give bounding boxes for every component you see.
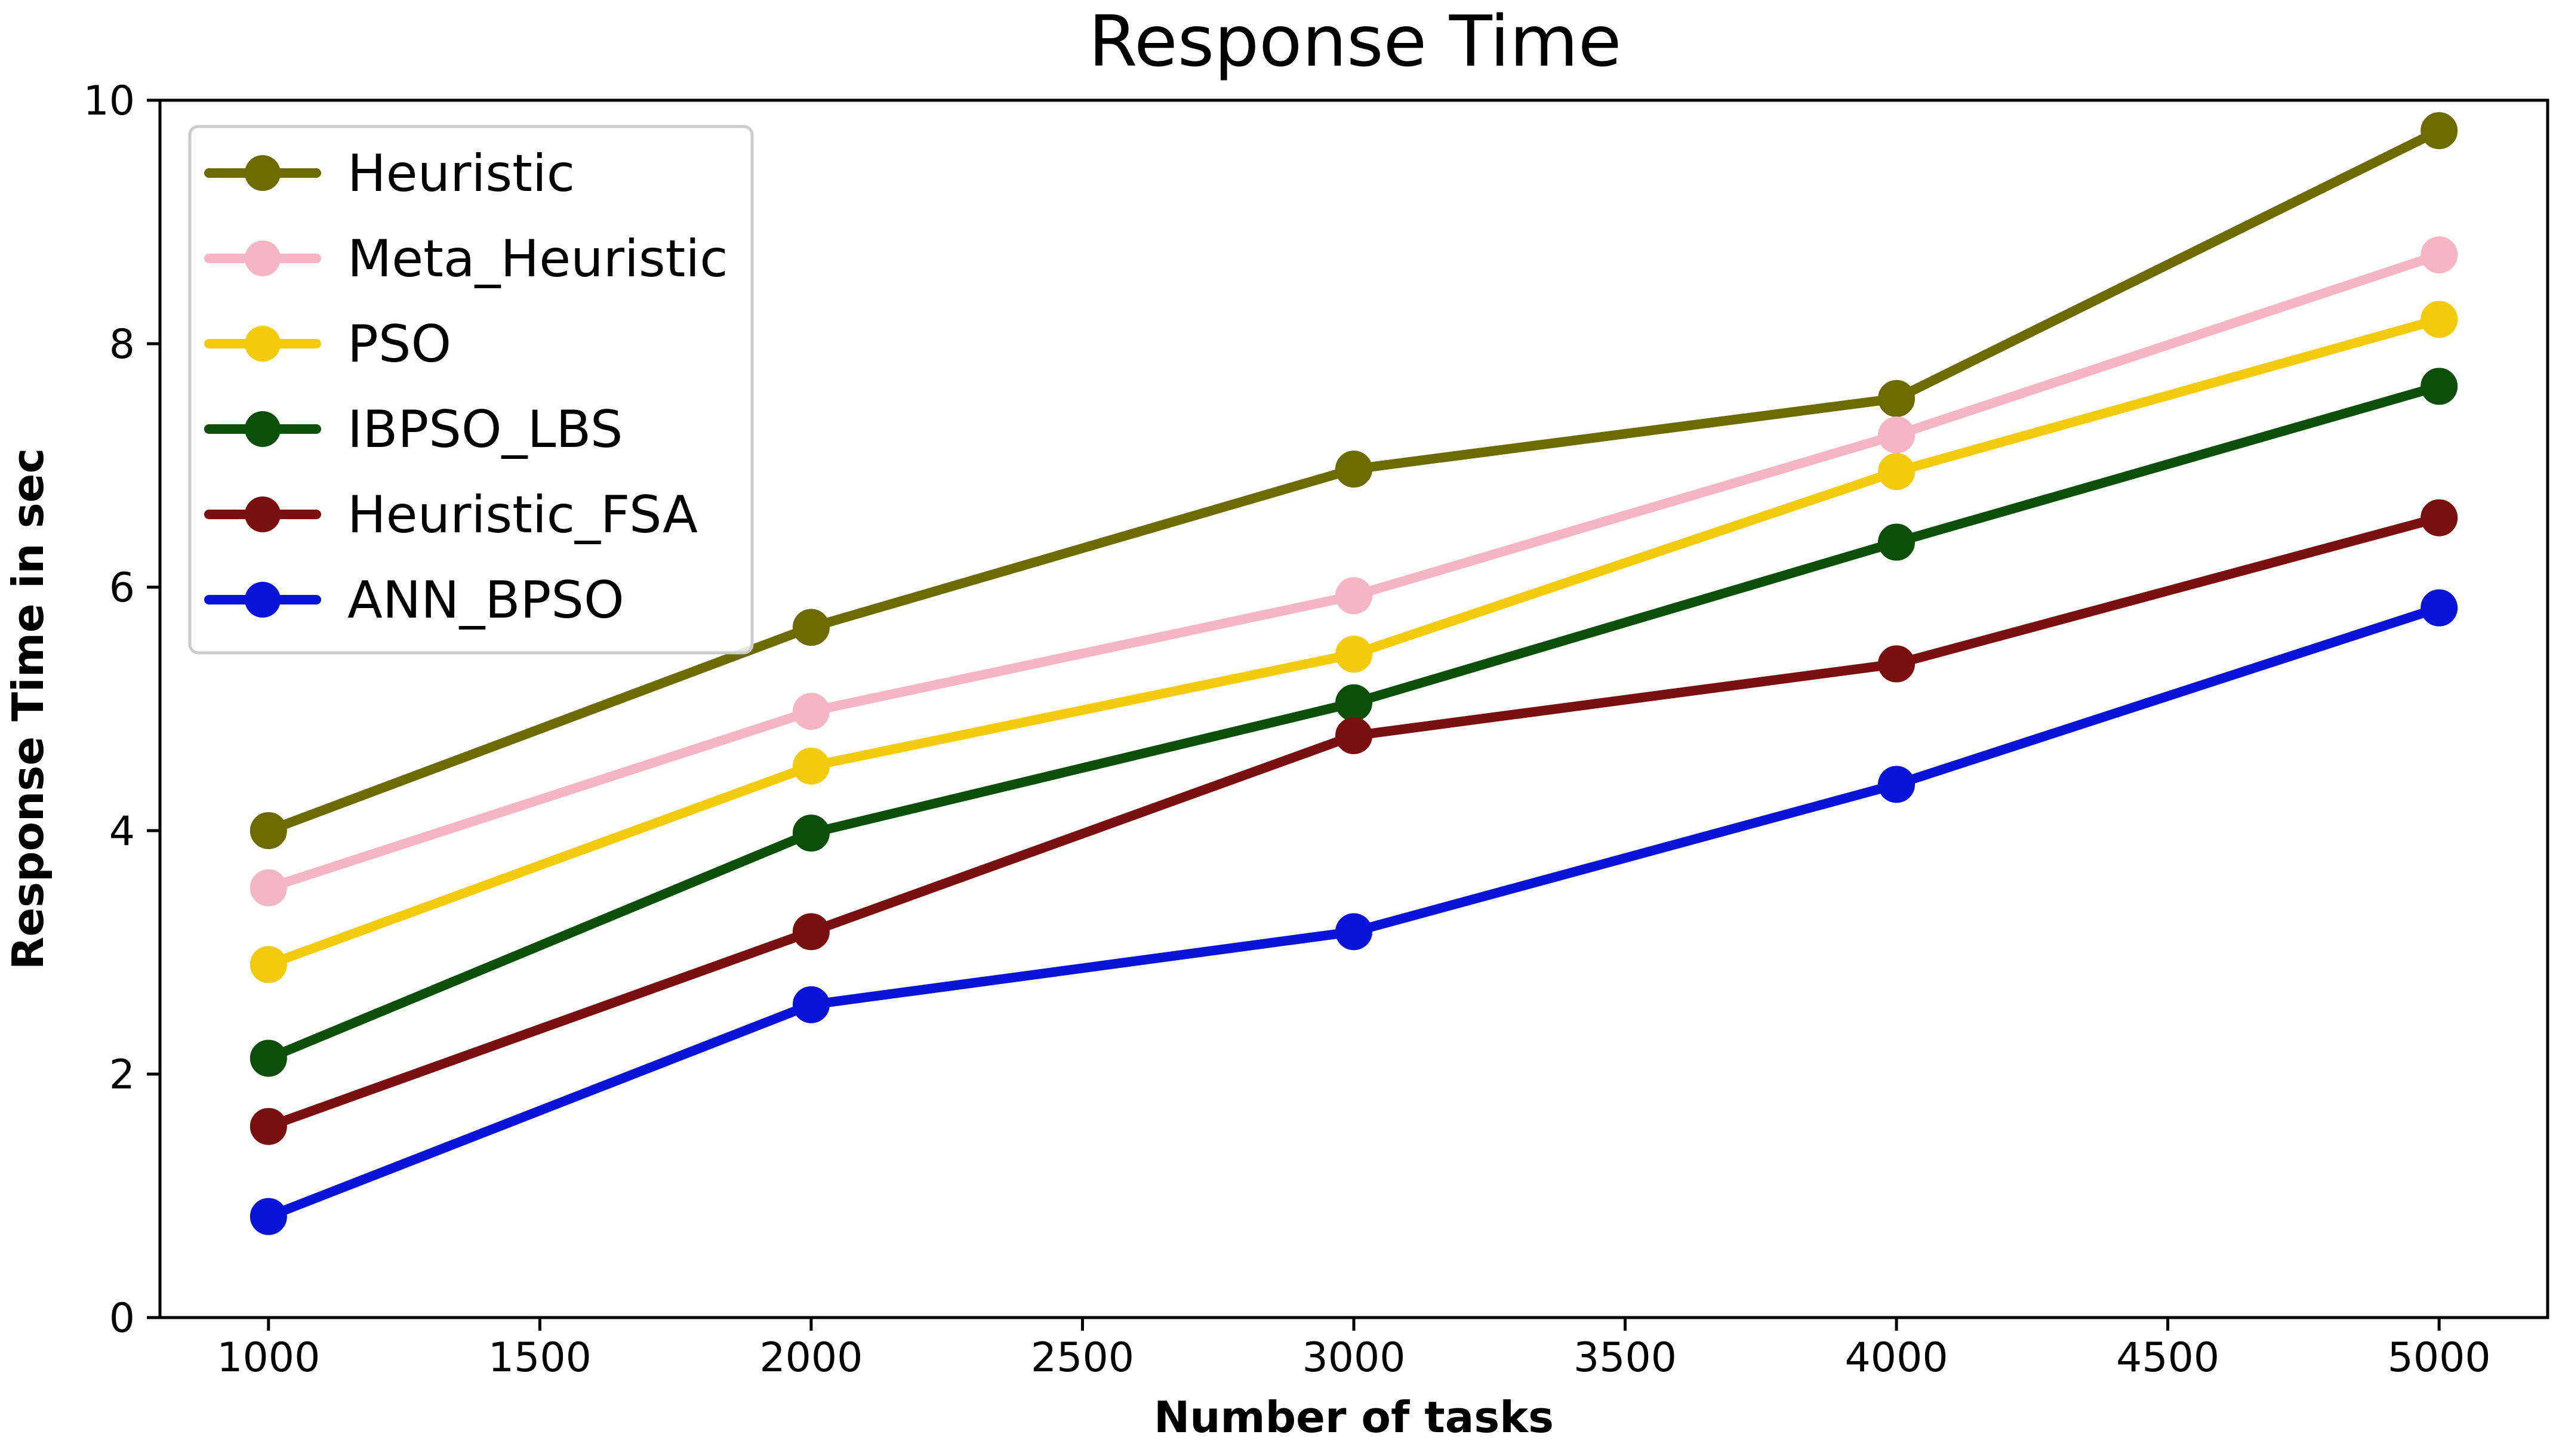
series-meta-heuristic <box>250 236 2458 906</box>
legend-label: PSO <box>347 314 451 374</box>
legend-marker <box>245 582 281 618</box>
data-point <box>250 1198 287 1235</box>
data-point <box>1878 523 1916 561</box>
data-point <box>2420 368 2458 405</box>
x-axis-label: Number of tasks <box>1154 1392 1554 1442</box>
data-point <box>2420 112 2458 149</box>
x-tick-label: 4500 <box>2116 1334 2219 1381</box>
data-point <box>250 869 287 906</box>
y-tick-label: 4 <box>109 808 135 855</box>
x-tick-label: 4000 <box>1845 1334 1948 1381</box>
data-point <box>2420 236 2458 274</box>
data-point <box>1335 636 1372 673</box>
data-point <box>1878 645 1916 683</box>
data-point <box>1335 451 1372 488</box>
legend-marker <box>245 496 281 532</box>
y-tick-label: 0 <box>109 1295 135 1342</box>
legend-label: Heuristic_FSA <box>347 485 698 545</box>
series-heuristic-fsa <box>250 499 2458 1145</box>
x-tick-label: 1500 <box>488 1334 592 1381</box>
data-point <box>792 986 830 1023</box>
y-tick-label: 6 <box>109 564 135 612</box>
legend-label: ANN_BPSO <box>347 570 624 630</box>
legend-items: Heuristic Meta_Heuristic PSO IBPSO_LBS Heuri… <box>204 144 728 630</box>
legend-frame <box>188 125 754 655</box>
plot-content <box>250 112 2458 1235</box>
data-point <box>792 747 830 785</box>
data-point <box>792 693 830 730</box>
y-tick-label: 10 <box>83 78 135 125</box>
legend-label: IBPSO_LBS <box>347 400 623 459</box>
series-ann-bpso <box>250 589 2458 1235</box>
legend: Heuristic Meta_Heuristic PSO IBPSO_LBS Heuri… <box>188 125 754 655</box>
data-point <box>1878 380 1916 417</box>
data-point <box>2420 589 2458 627</box>
legend-item: IBPSO_LBS <box>204 400 623 459</box>
chart-title: Response Time <box>1088 0 1621 82</box>
data-point <box>1878 453 1916 491</box>
series-heuristic <box>250 112 2458 849</box>
y-tick-label: 8 <box>109 321 135 368</box>
data-point <box>250 1039 287 1077</box>
data-point <box>1335 717 1372 754</box>
x-tick-label: 3000 <box>1302 1334 1405 1381</box>
legend-item: ANN_BPSO <box>204 570 624 630</box>
data-point <box>2420 301 2458 338</box>
data-point <box>1878 417 1916 454</box>
legend-item: Heuristic <box>204 144 575 203</box>
data-point <box>250 1108 287 1145</box>
data-point <box>792 609 830 646</box>
x-tick-label: 5000 <box>2388 1334 2491 1381</box>
x-tick-label: 3500 <box>1573 1334 1677 1381</box>
series-pso <box>250 301 2458 983</box>
legend-marker <box>245 411 281 447</box>
legend-item: Meta_Heuristic <box>204 229 728 289</box>
y-axis-ticks: 0 2 4 6 8 10 <box>83 78 160 1342</box>
series-ibpso-lbs <box>250 368 2458 1077</box>
legend-marker <box>245 240 281 276</box>
legend-item: Heuristic_FSA <box>204 485 698 545</box>
data-point <box>1335 913 1372 951</box>
legend-marker <box>245 155 281 191</box>
data-point <box>2420 499 2458 536</box>
x-tick-label: 2000 <box>759 1334 863 1381</box>
data-point <box>1335 684 1372 721</box>
x-axis-ticks: 1000 1500 2000 2500 3000 3500 4000 4500 5000 <box>217 1318 2491 1381</box>
data-point <box>250 946 287 983</box>
data-point <box>250 812 287 849</box>
legend-item: PSO <box>204 314 451 374</box>
legend-label: Meta_Heuristic <box>347 229 728 289</box>
y-tick-label: 2 <box>109 1051 135 1099</box>
legend-label: Heuristic <box>347 144 575 203</box>
data-point <box>792 913 830 951</box>
x-tick-label: 2500 <box>1031 1334 1134 1381</box>
data-point <box>792 815 830 852</box>
legend-marker <box>245 326 281 362</box>
data-point <box>1335 577 1372 615</box>
x-tick-label: 1000 <box>217 1334 320 1381</box>
data-point <box>1878 766 1916 803</box>
y-axis-label: Response Time in sec <box>3 448 53 970</box>
